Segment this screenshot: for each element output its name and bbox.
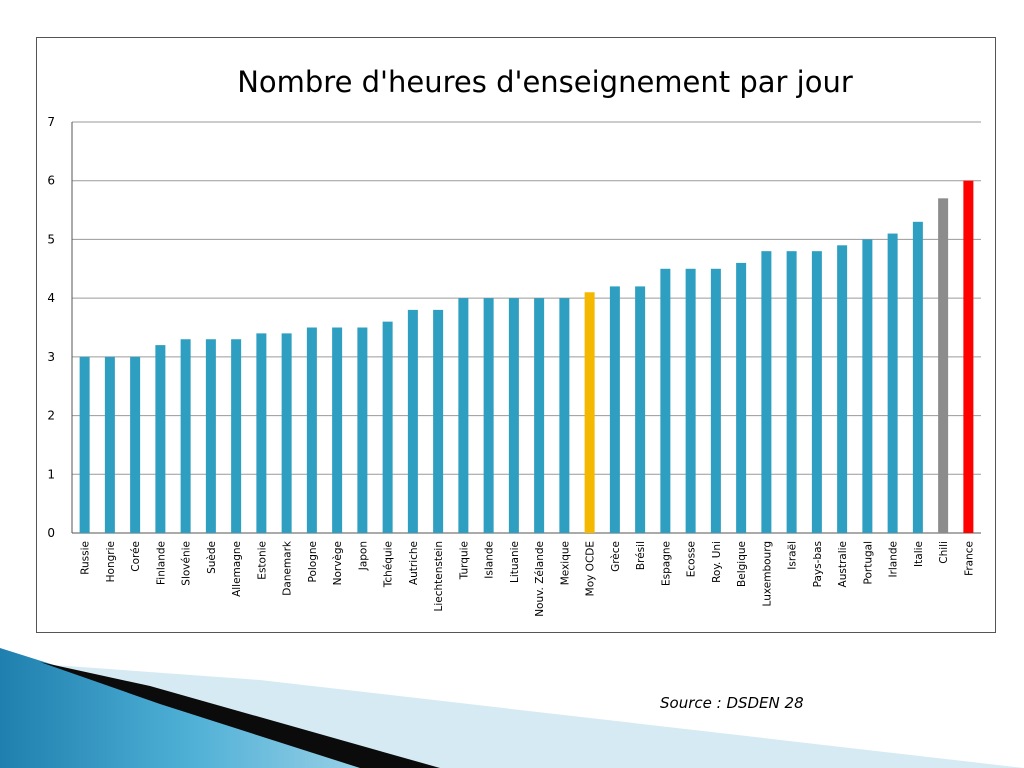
gridlines bbox=[71, 121, 981, 534]
y-tick-label: 5 bbox=[47, 232, 55, 246]
category-label: Italie bbox=[913, 541, 925, 567]
bar-irlande bbox=[887, 233, 898, 534]
category-label: Lituanie bbox=[509, 541, 521, 583]
category-label: Brésil bbox=[635, 541, 647, 570]
bar-grèce bbox=[609, 286, 620, 533]
bar-estonie bbox=[256, 333, 267, 533]
bar-turquie bbox=[458, 298, 469, 533]
bar-portugal bbox=[862, 239, 873, 533]
y-tick-label: 4 bbox=[47, 291, 55, 305]
y-tick-label: 2 bbox=[47, 409, 55, 423]
category-label: Corée bbox=[130, 541, 142, 572]
category-label: Israël bbox=[787, 541, 799, 570]
bar-japon bbox=[357, 327, 368, 533]
decorative-swoosh bbox=[0, 648, 1024, 768]
bar-slovénie bbox=[180, 339, 191, 533]
category-label: Chili bbox=[938, 541, 950, 564]
chart-title: Nombre d'heures d'enseignement par jour bbox=[237, 65, 853, 99]
bar-pays-bas bbox=[811, 251, 822, 533]
bars bbox=[79, 180, 974, 534]
category-label: Ecosse bbox=[686, 541, 698, 577]
bar-russie bbox=[79, 356, 90, 533]
y-tick-label: 3 bbox=[47, 350, 55, 364]
bar-pologne bbox=[306, 327, 317, 533]
category-label: Belgique bbox=[736, 541, 748, 587]
bar-australie bbox=[837, 245, 848, 534]
swoosh-dark-band bbox=[40, 662, 440, 768]
category-label: Liechtenstein bbox=[433, 541, 445, 612]
category-label: Espagne bbox=[660, 541, 672, 586]
category-label: Russie bbox=[80, 541, 92, 575]
bar-luxembourg bbox=[761, 251, 772, 533]
bar-ecosse bbox=[685, 268, 696, 533]
category-label: Pologne bbox=[307, 541, 319, 583]
category-label: France bbox=[963, 541, 975, 576]
category-label: Luxembourg bbox=[761, 541, 773, 606]
bar-autriche bbox=[407, 309, 418, 533]
bar-tchéquie bbox=[382, 321, 393, 533]
bar-allemagne bbox=[231, 339, 242, 533]
source-note: Source : DSDEN 28 bbox=[660, 694, 804, 712]
category-label: Slovénie bbox=[181, 541, 193, 586]
category-label: Moy OCDE bbox=[585, 541, 597, 596]
category-label: Roy. Uni bbox=[711, 541, 723, 583]
bar-brésil bbox=[635, 286, 646, 533]
bar-liechtenstein bbox=[433, 309, 444, 533]
category-label: Islande bbox=[484, 541, 496, 579]
bar-chili bbox=[938, 198, 949, 534]
y-tick-label: 7 bbox=[47, 115, 55, 129]
category-label: Finlande bbox=[155, 541, 167, 585]
bar-norvège bbox=[332, 327, 343, 533]
bar-hongrie bbox=[104, 356, 115, 533]
bar-italie bbox=[912, 221, 923, 534]
category-label: Autriche bbox=[408, 541, 420, 585]
y-tick-label: 6 bbox=[47, 174, 55, 188]
category-label: Grèce bbox=[610, 541, 622, 572]
category-label: Australie bbox=[837, 541, 849, 587]
bar-moy-ocde bbox=[584, 292, 595, 533]
category-label: Hongrie bbox=[105, 541, 117, 582]
y-tick-label: 1 bbox=[47, 467, 55, 481]
bar-finlande bbox=[155, 345, 166, 533]
x-axis-categories: Russie Hongrie Corée Finlande Slovénie Suède A… bbox=[80, 540, 976, 617]
category-label: Portugal bbox=[862, 541, 874, 585]
y-axis-ticks: 0 1 2 3 4 5 6 7 bbox=[47, 115, 55, 540]
category-label: Suède bbox=[206, 541, 218, 574]
category-label: Japon bbox=[357, 541, 369, 571]
bar-corée bbox=[130, 356, 141, 533]
bar-israël bbox=[786, 251, 797, 533]
bar-nouv-zélande bbox=[534, 298, 545, 533]
category-label: Estonie bbox=[256, 541, 268, 580]
bar-france bbox=[963, 180, 974, 533]
category-label: Turquie bbox=[458, 541, 470, 580]
category-label: Tchéquie bbox=[383, 541, 395, 588]
bar-belgique bbox=[736, 262, 747, 533]
bar-mexique bbox=[559, 298, 570, 533]
category-label: Norvège bbox=[332, 541, 344, 585]
category-label: Allemagne bbox=[231, 541, 243, 597]
y-tick-label: 0 bbox=[47, 526, 55, 540]
category-label: Mexique bbox=[559, 541, 571, 585]
bar-lituanie bbox=[508, 298, 519, 533]
category-label: Irlande bbox=[888, 541, 900, 578]
category-label: Nouv. Zélande bbox=[534, 541, 546, 617]
bar-espagne bbox=[660, 268, 671, 533]
category-label: Danemark bbox=[282, 540, 294, 596]
bar-roy-uni bbox=[710, 268, 721, 533]
bar-chart: Nombre d'heures d'enseignement par jour … bbox=[47, 65, 981, 617]
bar-islande bbox=[483, 298, 494, 533]
bar-suède bbox=[205, 339, 216, 533]
category-label: Pays-bas bbox=[812, 541, 824, 587]
chart-frame: Nombre d'heures d'enseignement par jour … bbox=[36, 37, 996, 633]
bar-danemark bbox=[281, 333, 292, 533]
